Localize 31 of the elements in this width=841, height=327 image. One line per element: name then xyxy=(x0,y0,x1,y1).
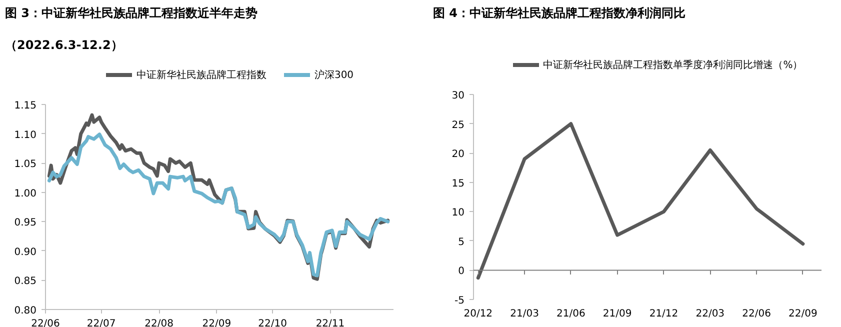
y-tick-label: 30 xyxy=(452,90,465,102)
y-tick-label: 20 xyxy=(452,149,465,160)
chart-title: 图 4：中证新华社民族品牌工程指数净利润同比 xyxy=(433,5,686,22)
x-tick-label: 21/12 xyxy=(649,308,678,320)
y-tick-label: 0.95 xyxy=(14,218,36,229)
x-tick-label: 22/09 xyxy=(788,308,818,320)
y-tick-label: 25 xyxy=(452,120,465,131)
y-tick-label: 0 xyxy=(458,266,465,278)
y-tick-label: -5 xyxy=(454,296,465,306)
x-tick-label: 21/06 xyxy=(556,308,586,320)
y-tick-label: 15 xyxy=(452,178,465,190)
y-tick-label: 1.15 xyxy=(14,100,36,112)
x-tick-label: 22/03 xyxy=(696,308,725,320)
line-series xyxy=(476,122,805,280)
y-tick-label: 1.00 xyxy=(14,188,36,200)
y-tick-label: 0.80 xyxy=(14,306,36,316)
y-tick-label: 10 xyxy=(452,208,465,219)
y-tick-label: 0.85 xyxy=(14,276,36,288)
y-tick-label: 1.05 xyxy=(14,159,36,170)
chart-title: 图 3：中证新华社民族品牌工程指数近半年走势 xyxy=(5,5,258,22)
y-tick-label: 0.90 xyxy=(14,246,36,258)
x-tick-label: 21/03 xyxy=(510,308,539,320)
x-tick-label: 21/09 xyxy=(602,308,632,320)
y-tick-label: 5 xyxy=(458,236,465,248)
legend-label: 沪深300 xyxy=(313,69,354,83)
legend-label: 中证新华社民族品牌工程指数单季度净利润同比增速（%） xyxy=(542,59,803,73)
y-tick-label: 1.10 xyxy=(14,130,36,141)
chart-subtitle: （2022.6.3-12.2） xyxy=(5,37,123,54)
legend-label: 中证新华社民族品牌工程指数 xyxy=(135,69,266,83)
x-tick-label: 22/06 xyxy=(742,308,771,320)
x-tick-label: 20/12 xyxy=(464,308,493,320)
